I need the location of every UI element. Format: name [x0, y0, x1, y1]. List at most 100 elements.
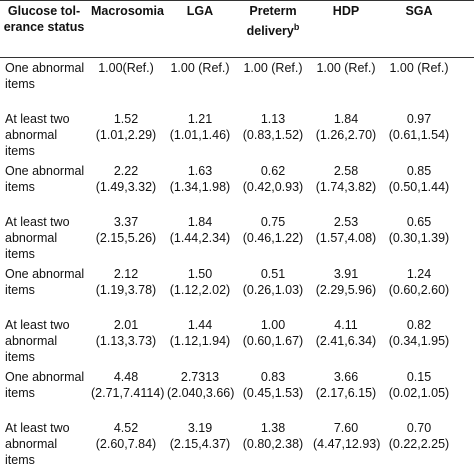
estimate: 4.52 [113, 421, 139, 435]
estimate: 0.83 [260, 370, 286, 384]
confidence-interval: (0.22,2.25) [388, 437, 450, 451]
confidence-interval: (2.41,6.34) [315, 334, 377, 348]
confidence-interval: (0.26,1.03) [242, 283, 304, 297]
table-row: One abnormal items 1.00(Ref.) 1.00 (Ref.) 1… [0, 58, 474, 110]
estimate: 3.19 [187, 421, 213, 435]
cut-cell [456, 58, 474, 110]
status-cell: At least two abnormal items [5, 112, 70, 158]
confidence-interval: (2.60,7.84) [95, 437, 157, 451]
confidence-interval: (2.29,5.96) [315, 283, 377, 297]
estimate: 4.48 [113, 370, 139, 384]
value-cell: 7.60 (4.47,12.93) [310, 418, 382, 470]
value-cell: 1.44 (1.12,1.94) [164, 315, 236, 367]
confidence-interval: (0.80,2.38) [242, 437, 304, 451]
confidence-interval: (0.46,1.22) [242, 231, 304, 245]
status-cell: One abnormal items [5, 370, 85, 400]
confidence-interval: (0.61,1.54) [388, 128, 450, 142]
estimate: 0.82 [406, 318, 432, 332]
confidence-interval: (0.42,0.93) [242, 180, 304, 194]
estimate: 1.84 [333, 112, 359, 126]
value-cell: 2.58 (1.74,3.82) [310, 161, 382, 212]
estimate: 0.85 [406, 164, 432, 178]
column-header: Macrosomia [88, 0, 164, 58]
column-header: LGA [164, 0, 236, 58]
confidence-interval: (2.15,5.26) [95, 231, 157, 245]
confidence-interval: (1.01,2.29) [95, 128, 157, 142]
value-cell: 1.24 (0.60,2.60) [382, 264, 456, 315]
table-body: One abnormal items 1.00(Ref.) 1.00 (Ref.) 1… [0, 58, 474, 471]
estimate: 3.91 [333, 267, 359, 281]
confidence-interval: (0.45,1.53) [242, 386, 304, 400]
confidence-interval: (0.02,1.05) [388, 386, 450, 400]
confidence-interval: (2.71,7.4114) [91, 386, 165, 400]
estimate: 3.37 [113, 215, 139, 229]
cut-cell [456, 161, 474, 212]
value-cell: 2.7313 (2.040,3.66) [164, 367, 236, 418]
value-cell: 2.12 (1.19,3.78) [88, 264, 164, 315]
confidence-interval: (1.49,3.32) [95, 180, 157, 194]
estimate: 1.00 [260, 318, 286, 332]
value-cell: 1.00 (Ref.) [310, 58, 382, 110]
value-cell: 2.53 (1.57,4.08) [310, 212, 382, 264]
value-cell: 2.01 (1.13,3.73) [88, 315, 164, 367]
column-header: Preterm deliveryb [236, 0, 310, 58]
estimate: 1.21 [187, 112, 213, 126]
confidence-interval: (0.83,1.52) [242, 128, 304, 142]
estimate: 1.13 [260, 112, 286, 126]
status-cell: At least two abnormal items [5, 318, 70, 364]
estimate: 1.00 (Ref.) [243, 61, 303, 75]
confidence-interval: (1.12,1.94) [169, 334, 231, 348]
estimate: 0.51 [260, 267, 286, 281]
value-cell: 1.13 (0.83,1.52) [236, 109, 310, 161]
confidence-interval: (1.26,2.70) [315, 128, 377, 142]
header-text: HDP [332, 4, 360, 18]
value-cell: 1.84 (1.44,2.34) [164, 212, 236, 264]
confidence-interval: (1.13,3.73) [95, 334, 157, 348]
value-cell: 0.70 (0.22,2.25) [382, 418, 456, 470]
table-row: One abnormal items 2.22 (1.49,3.32) 1.63 (1.… [0, 161, 474, 212]
value-cell: 1.00(Ref.) [88, 58, 164, 110]
confidence-interval: (1.57,4.08) [315, 231, 377, 245]
estimate: 1.50 [187, 267, 213, 281]
value-cell: 1.50 (1.12,2.02) [164, 264, 236, 315]
column-header: SGA [382, 0, 456, 58]
estimate: 1.44 [187, 318, 213, 332]
confidence-interval: (0.60,1.67) [242, 334, 304, 348]
table-row: At least two abnormal items 2.01 (1.13,3.7… [0, 315, 474, 367]
estimate: 0.75 [260, 215, 286, 229]
value-cell: 1.52 (1.01,2.29) [88, 109, 164, 161]
cut-cell [456, 315, 474, 367]
confidence-interval: (1.01,1.46) [169, 128, 231, 142]
estimate: 2.58 [333, 164, 359, 178]
cut-cell [456, 418, 474, 470]
value-cell: 4.48 (2.71,7.4114) [88, 367, 164, 418]
estimate: 1.00 (Ref.) [170, 61, 230, 75]
status-cell: One abnormal items [5, 61, 85, 91]
header-text: Macrosomia [91, 4, 164, 18]
table-row: One abnormal items 2.12 (1.19,3.78) 1.50 (1.… [0, 264, 474, 315]
value-cell: 1.00 (Ref.) [236, 58, 310, 110]
value-cell: 3.91 (2.29,5.96) [310, 264, 382, 315]
value-cell: 0.97 (0.61,1.54) [382, 109, 456, 161]
estimate: 0.70 [406, 421, 432, 435]
table-row: One abnormal items 4.48 (2.71,7.4114) 2.731… [0, 367, 474, 418]
estimate: 0.15 [406, 370, 432, 384]
column-header-cut [456, 0, 474, 58]
value-cell: 0.65 (0.30,1.39) [382, 212, 456, 264]
confidence-interval: (1.34,1.98) [169, 180, 231, 194]
value-cell: 1.63 (1.34,1.98) [164, 161, 236, 212]
confidence-interval: (1.12,2.02) [169, 283, 231, 297]
confidence-interval: (2.15,4.37) [169, 437, 231, 451]
value-cell: 3.19 (2.15,4.37) [164, 418, 236, 470]
value-cell: 1.00 (Ref.) [164, 58, 236, 110]
estimate: 1.00 (Ref.) [316, 61, 376, 75]
cut-cell [456, 264, 474, 315]
estimate: 0.65 [406, 215, 432, 229]
header-row: Glucose tol­erance status Macrosomia LGA Pr… [0, 0, 474, 58]
value-cell: 4.11 (2.41,6.34) [310, 315, 382, 367]
status-cell: One abnormal items [5, 164, 85, 194]
estimate: 1.24 [406, 267, 432, 281]
estimate: 2.53 [333, 215, 359, 229]
estimate: 0.97 [406, 112, 432, 126]
estimate: 0.62 [260, 164, 286, 178]
